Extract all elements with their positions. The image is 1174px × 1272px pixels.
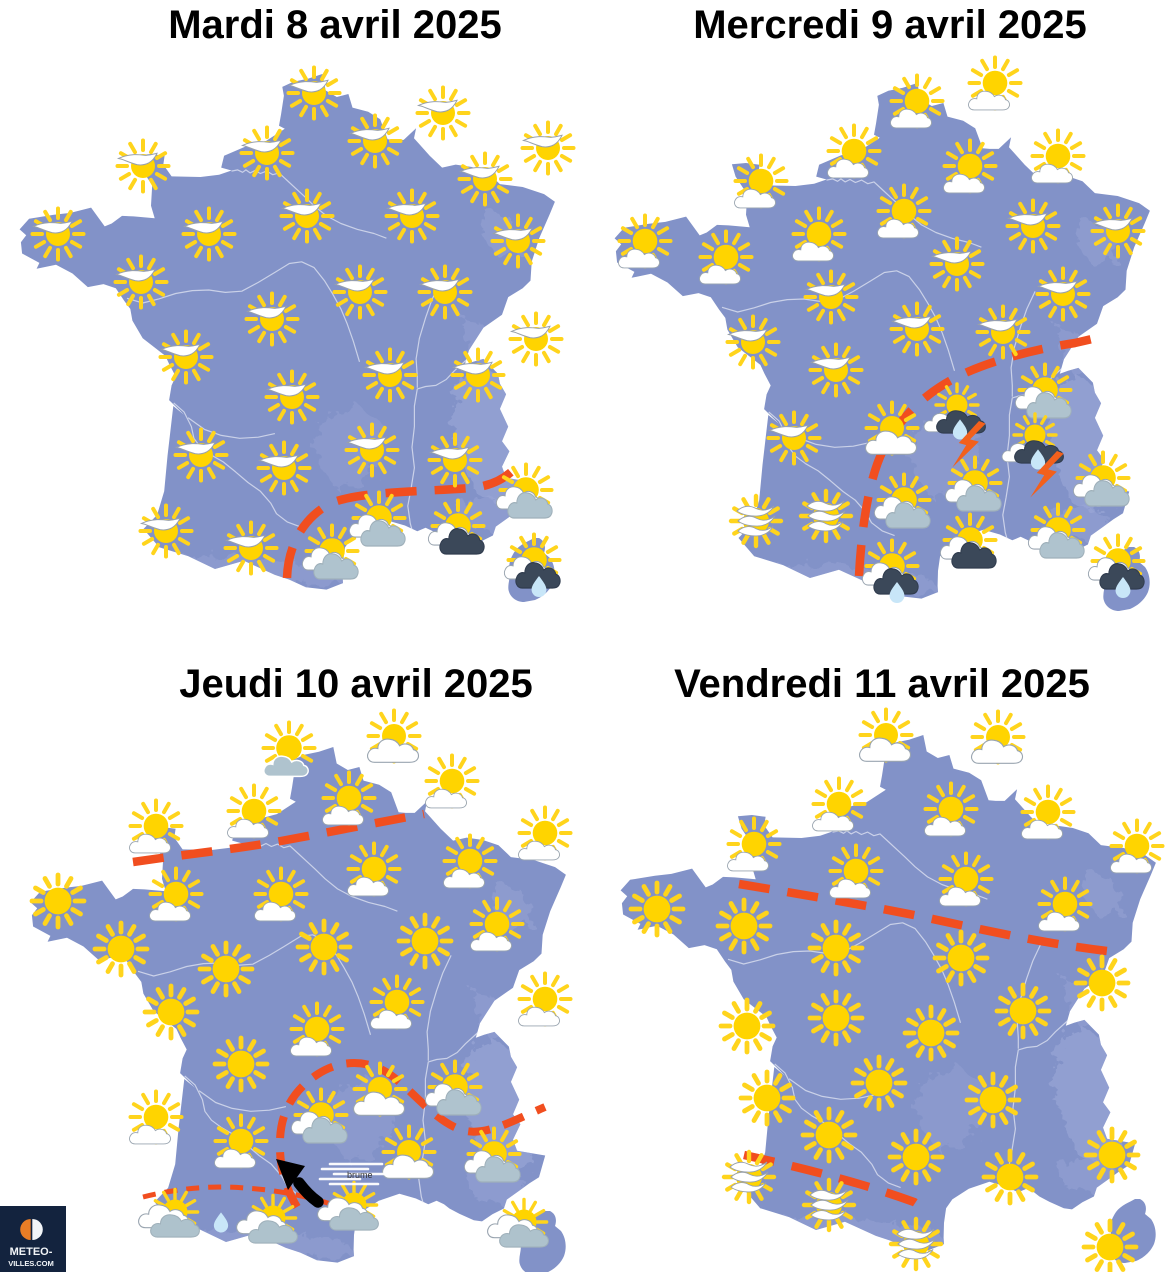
svg-text:VILLES.COM: VILLES.COM: [8, 1259, 53, 1268]
svg-text:Jeudi 10 avril 2025: Jeudi 10 avril 2025: [179, 662, 533, 706]
svg-text:brume: brume: [347, 1170, 373, 1180]
svg-text:METEO-: METEO-: [10, 1246, 53, 1258]
svg-text:Mercredi 9 avril 2025: Mercredi 9 avril 2025: [693, 3, 1087, 47]
svg-text:Mardi 8 avril 2025: Mardi 8 avril 2025: [168, 3, 502, 47]
svg-text:Vendredi 11 avril 2025: Vendredi 11 avril 2025: [674, 662, 1090, 706]
